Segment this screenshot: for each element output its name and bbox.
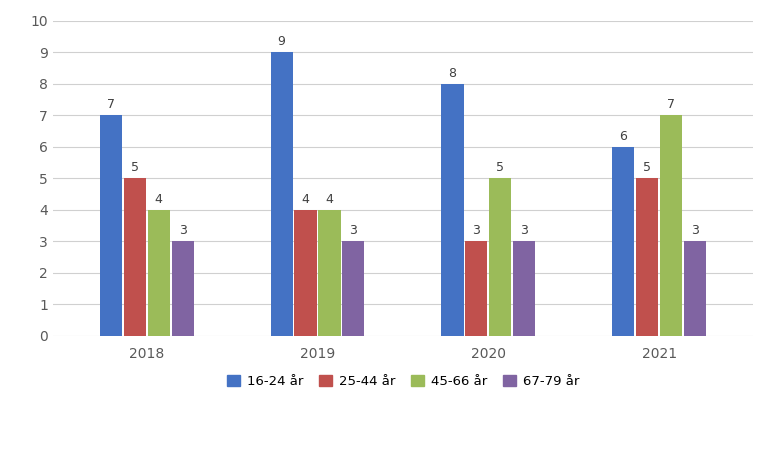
Bar [124, 178, 146, 336]
Text: 9: 9 [278, 35, 286, 48]
Text: 3: 3 [472, 224, 480, 237]
Text: 5: 5 [643, 161, 651, 174]
Bar [636, 178, 658, 336]
Text: 3: 3 [520, 224, 528, 237]
Text: 7: 7 [667, 98, 675, 111]
Bar [171, 241, 194, 336]
Text: 6: 6 [619, 130, 627, 143]
Text: 5: 5 [496, 161, 505, 174]
Bar [612, 147, 634, 336]
Bar [684, 241, 706, 336]
Text: 8: 8 [449, 67, 456, 80]
Bar [513, 241, 535, 336]
Bar [343, 241, 365, 336]
Text: 3: 3 [349, 224, 357, 237]
Bar [489, 178, 511, 336]
Bar [100, 115, 122, 336]
Bar [270, 52, 293, 336]
Bar [465, 241, 488, 336]
Text: 5: 5 [131, 161, 139, 174]
Bar [319, 209, 340, 336]
Text: 3: 3 [691, 224, 699, 237]
Bar [660, 115, 682, 336]
Legend: 16-24 år, 25-44 år, 45-66 år, 67-79 år: 16-24 år, 25-44 år, 45-66 år, 67-79 år [223, 371, 583, 392]
Bar [147, 209, 170, 336]
Text: 3: 3 [179, 224, 187, 237]
Bar [442, 83, 464, 336]
Text: 4: 4 [302, 193, 310, 206]
Text: 7: 7 [107, 98, 115, 111]
Text: 4: 4 [326, 193, 333, 206]
Bar [294, 209, 316, 336]
Text: 4: 4 [155, 193, 163, 206]
